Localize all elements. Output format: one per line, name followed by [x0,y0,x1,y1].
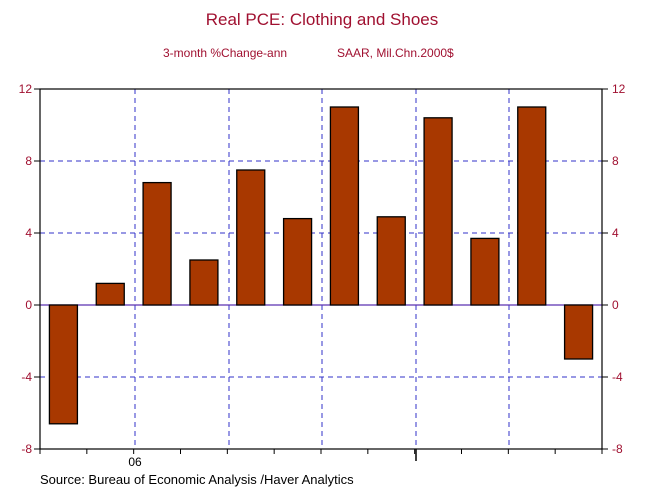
chart-subtitle-left: 3-month %Change-ann [163,46,287,60]
y-tick-label-right: 8 [612,154,619,168]
bar [376,216,406,306]
y-tick-label-left: 12 [19,82,33,96]
y-tick-label-left: -4 [21,370,32,384]
bar [48,304,79,425]
y-tick-label-right: 12 [612,82,626,96]
bar [189,259,219,306]
y-tick-label-right: -8 [612,442,623,456]
y-tick-label-left: 8 [25,154,32,168]
bar [95,282,125,306]
bar [470,237,500,306]
bar [563,304,594,360]
x-tick-label: 06 [128,455,142,469]
y-tick-label-right: -4 [612,370,623,384]
bars [48,106,594,425]
bar [423,117,453,306]
y-tick-label-right: 0 [612,298,619,312]
bar [282,217,313,306]
chart-title: Real PCE: Clothing and Shoes [206,10,438,29]
axis-ticks: 12 12 8 8 4 4 0 0 -4 -4 -8 -8 [19,82,626,461]
bar [329,106,360,306]
y-tick-label-right: 4 [612,226,619,240]
bar [236,169,266,306]
y-tick-label-left: 4 [25,226,32,240]
y-tick-label-left: 0 [25,298,32,312]
source-note: Source: Bureau of Economic Analysis /Hav… [40,472,354,487]
grid-lines [40,89,602,449]
bar [517,106,547,306]
bar [142,181,172,306]
y-tick-label-left: -8 [21,442,32,456]
chart-subtitle-right: SAAR, Mil.Chn.2000$ [337,46,454,60]
